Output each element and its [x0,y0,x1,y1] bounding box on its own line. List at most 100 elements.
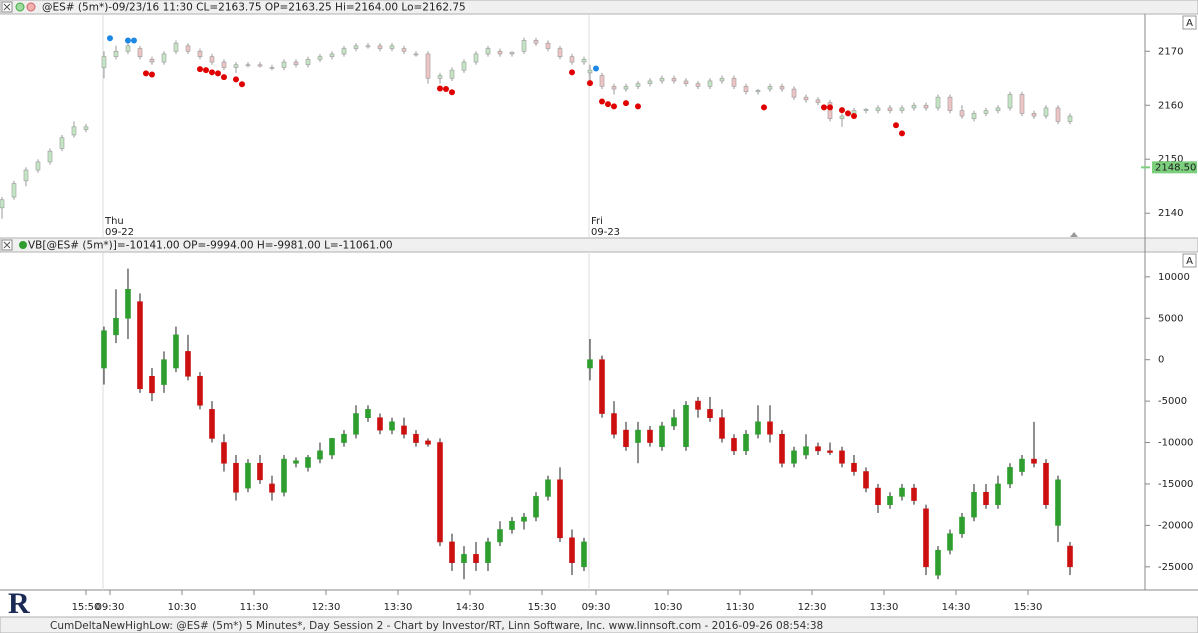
x-tick-label: 11:30 [240,602,269,613]
indicator-icon [19,241,27,249]
signal-dot [130,37,137,44]
auto-scale-button[interactable] [1182,253,1197,268]
candle-body [599,75,605,87]
candle-body [779,433,785,464]
candle-body [209,56,215,63]
y-tick-label: -15000 [1158,479,1193,490]
candle-body [683,80,689,84]
y-tick-label: -5000 [1158,396,1187,407]
candle-body [959,110,965,117]
y-tick-label: -20000 [1158,520,1193,531]
candle-body [707,80,713,87]
candle-body [341,48,347,55]
candle-body [209,409,215,439]
y-tick-label: -25000 [1158,562,1193,573]
candle-body [197,375,203,406]
candle-body [959,516,965,534]
candle-body [413,433,419,443]
candle-body [767,421,773,435]
candle-body [581,59,587,63]
candle-body [353,45,359,49]
candle-body [923,104,929,109]
candle-body [851,462,857,472]
candle-body [935,549,941,576]
signal-dot [892,122,899,129]
signal-dot [214,70,221,77]
signal-dot [142,70,149,77]
candle-body [413,53,419,56]
candle-body [125,45,131,52]
splitter-handle[interactable] [1070,232,1078,237]
candle-body [521,516,527,522]
signal-dot [634,103,641,110]
candle-body [731,77,737,87]
candle-body [671,417,677,427]
close-icon [3,241,11,249]
candle-body [509,520,515,530]
session-label: Fri [591,216,603,227]
candle-body [647,429,653,443]
candle-body [35,161,41,171]
candle-body [911,487,917,501]
candle-body [887,107,893,111]
candle-body [581,541,587,568]
candle-body [545,42,551,49]
x-tick-label: 09:30 [96,602,125,613]
candle-body [137,48,143,57]
candle-body [755,421,761,435]
candle-body [887,496,893,505]
candle-body [113,50,119,57]
candle-body [935,96,941,109]
candle-body [635,429,641,443]
candle-body [1031,113,1037,117]
candle-body [803,446,809,456]
candle-body [149,59,155,63]
candle-body [971,491,977,518]
candle-body [377,45,383,49]
signal-dot [610,103,617,110]
signal-dot [208,69,215,76]
y-tick-label: 2160 [1158,100,1183,111]
session-label: 09-23 [591,227,620,238]
candle-body [1067,115,1073,122]
x-tick-label: 14:30 [456,602,485,613]
candle-body [983,491,989,505]
candle-body [623,429,629,447]
candle-body [743,86,749,93]
candle-body [257,64,263,67]
y-tick-label: 2140 [1158,208,1183,219]
logo: R [8,587,30,620]
candle-body [425,53,431,79]
candle-body [173,42,179,52]
candle-body [923,508,929,568]
x-tick-label: 15:30 [1014,602,1043,613]
candle-body [587,69,593,74]
candle-body [671,77,677,82]
candle-body [521,40,527,52]
candle-body [473,53,479,63]
x-tick-label: 10:30 [654,602,683,613]
footer: CumDeltaNewHighLow: @ES# (5m*) 5 Minutes… [50,620,823,632]
candle-body [317,450,323,460]
candle-body [101,56,107,68]
candle-body [365,409,371,418]
candle-body [995,107,1001,111]
x-tick-label: 10:30 [168,602,197,613]
candle-body [911,104,917,109]
candle-body [11,183,17,198]
candle-body [149,375,155,394]
up-icon [15,2,25,12]
candle-body [779,86,785,90]
candle-body [815,446,821,452]
auto-scale-button[interactable] [1182,15,1197,30]
candle-body [863,109,869,111]
x-tick-label: 15:30 [528,602,557,613]
signal-dot [850,113,857,120]
candle-body [533,496,539,518]
candle-body [545,479,551,497]
candle-body [137,301,143,389]
candle-body [305,59,311,66]
candle-body [839,115,845,120]
candle-body [1007,94,1013,109]
